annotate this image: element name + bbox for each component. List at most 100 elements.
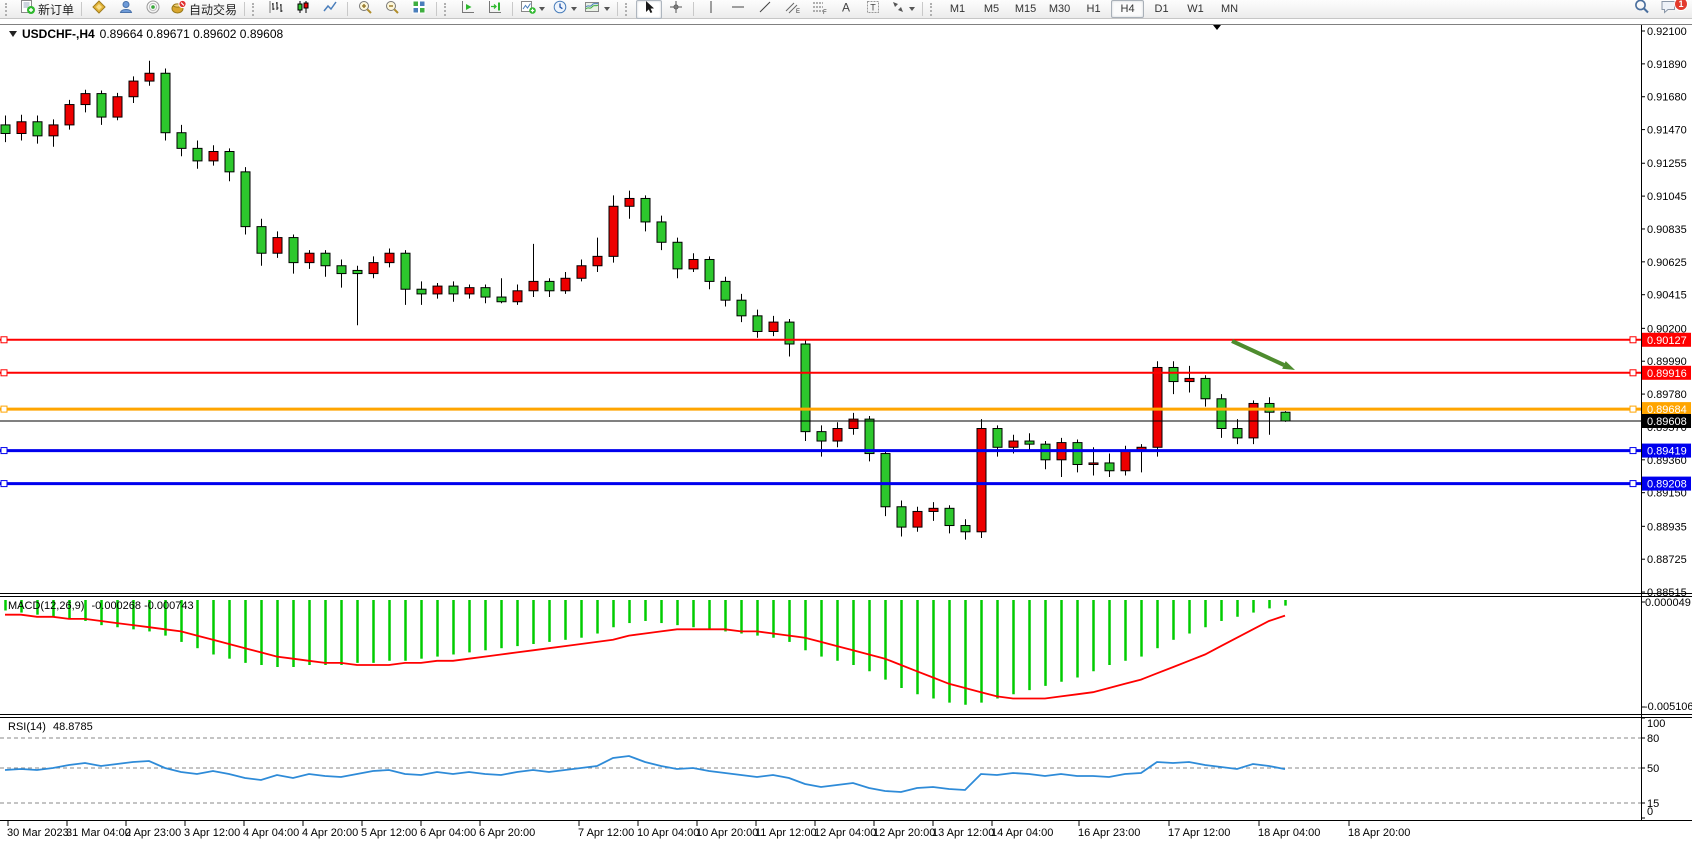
price-axis-tick-label: 0.90835 xyxy=(1647,224,1687,236)
chevron-down-icon xyxy=(604,7,611,11)
timeframe-button-m1[interactable]: M1 xyxy=(949,3,966,15)
timeframe-button-m30[interactable]: M30 xyxy=(1048,3,1071,15)
zoom-out-button[interactable] xyxy=(379,0,405,19)
cursor-tool-button[interactable] xyxy=(636,0,663,19)
chart-collapse-icon[interactable] xyxy=(9,31,17,37)
rsi-axis-label: 15 xyxy=(1647,798,1659,810)
trend-arrow-head[interactable] xyxy=(1282,361,1295,370)
toolbar-grip[interactable] xyxy=(625,2,632,16)
time-axis-label: 2 Apr 23:00 xyxy=(125,827,181,839)
search-icon xyxy=(1633,0,1651,20)
toolbar-grip[interactable] xyxy=(5,2,12,16)
candle-body xyxy=(368,262,379,275)
autotrade-button[interactable]: 自动交易 xyxy=(167,0,240,19)
trendline-tool-button[interactable] xyxy=(752,0,778,19)
arrows-tool-button[interactable] xyxy=(887,0,918,19)
timeframe-button-w1[interactable]: W1 xyxy=(1187,3,1204,15)
fibonacci-tool-button[interactable]: F xyxy=(806,0,832,19)
toolbar-grip[interactable] xyxy=(930,2,937,16)
signals-button[interactable] xyxy=(140,0,166,19)
line-left-handle[interactable] xyxy=(0,480,8,488)
chart-shift-marker[interactable] xyxy=(1213,25,1221,30)
chart-shift-button[interactable] xyxy=(482,0,508,19)
trend-arrow-annotation[interactable] xyxy=(1231,339,1285,367)
chevron-down-icon xyxy=(909,7,916,11)
line-left-handle[interactable] xyxy=(0,405,8,413)
line-left-handle[interactable] xyxy=(0,336,8,344)
rsi-axis-label: 100 xyxy=(1647,718,1665,730)
indicators-button[interactable] xyxy=(86,0,112,19)
price-marker-box xyxy=(1642,476,1691,491)
candle-body xyxy=(128,80,139,98)
trendline-icon xyxy=(757,0,773,20)
vertical-line-tool-button[interactable] xyxy=(698,0,724,19)
chart-title[interactable]: USDCHF-,H4 0.89664 0.89671 0.89602 0.896… xyxy=(9,27,283,41)
price-axis-tick-label: 0.91680 xyxy=(1647,92,1687,104)
timeframe-button-mn[interactable]: MN xyxy=(1220,3,1239,15)
horizontal-line-tool-button[interactable] xyxy=(725,0,751,19)
line-right-handle[interactable] xyxy=(1629,405,1637,413)
text-tool-button[interactable]: A xyxy=(833,0,859,19)
timeframe-button-d1[interactable]: D1 xyxy=(1154,3,1169,15)
tile-windows-button[interactable] xyxy=(406,0,432,19)
timeframe-button-h1[interactable]: H1 xyxy=(1086,3,1101,15)
line-right-handle[interactable] xyxy=(1629,447,1637,455)
chart-background[interactable] xyxy=(0,24,1692,841)
line-right-handle[interactable] xyxy=(1629,369,1637,377)
price-axis-tick-label: 0.88515 xyxy=(1647,587,1687,599)
candle-body xyxy=(864,418,875,455)
timeframe-button-m15[interactable]: M15 xyxy=(1014,3,1037,15)
toolbar-grip[interactable] xyxy=(252,2,259,16)
period-button[interactable] xyxy=(549,0,580,19)
candle-body xyxy=(592,255,603,267)
time-axis-label: 11 Apr 12:00 xyxy=(755,827,817,839)
price-axis-tick-label: 0.89150 xyxy=(1647,488,1687,500)
time-axis-label: 10 Apr 20:00 xyxy=(696,827,758,839)
line-left-handle[interactable] xyxy=(0,369,8,377)
zoom-in-button[interactable] xyxy=(352,0,378,19)
candle-chart-button[interactable] xyxy=(290,0,316,19)
line-right-handle[interactable] xyxy=(1629,480,1637,488)
candle-body xyxy=(1184,377,1195,383)
time-axis-label: 18 Apr 20:00 xyxy=(1348,827,1410,839)
rsi-axis-label: 50 xyxy=(1647,763,1659,775)
candle-body xyxy=(576,265,587,279)
vertical-line-icon xyxy=(703,0,719,20)
autoscroll-button[interactable] xyxy=(455,0,481,19)
price-axis-tick-label: 0.91470 xyxy=(1647,125,1687,137)
line-right-handle[interactable] xyxy=(1629,336,1637,344)
chat-button[interactable]: 1 xyxy=(1656,0,1688,19)
new-order-button[interactable]: 新订单 xyxy=(16,0,77,19)
candle-body xyxy=(320,252,331,267)
bar-chart-button[interactable] xyxy=(263,0,289,19)
candle-chart-icon xyxy=(295,0,311,20)
search-button[interactable] xyxy=(1629,0,1655,19)
candle-body xyxy=(816,431,827,442)
radar-icon xyxy=(145,0,161,20)
fibonacci-icon: F xyxy=(811,0,827,20)
label-tool-button[interactable]: T xyxy=(860,0,886,19)
candle-body xyxy=(96,93,107,118)
candle-body xyxy=(928,507,939,512)
timeframe-button-h4[interactable]: H4 xyxy=(1111,0,1145,18)
price-axis-tick-label: 0.88725 xyxy=(1647,554,1687,566)
candle-body xyxy=(800,343,811,433)
time-axis-label: 10 Apr 04:00 xyxy=(637,827,699,839)
timeframe-button-m5[interactable]: M5 xyxy=(983,3,1000,15)
new-chart-button[interactable] xyxy=(517,0,548,19)
line-chart-button[interactable] xyxy=(317,0,343,19)
timeframe-toolbar: M1 M5 M15 M30 H1 H4 D1 W1 MN xyxy=(941,0,1246,18)
svg-text:E: E xyxy=(796,9,800,15)
line-left-handle[interactable] xyxy=(0,447,8,455)
chart-symbol-period: USDCHF-,H4 xyxy=(22,27,95,41)
market-watch-button[interactable] xyxy=(113,0,139,19)
candle-body xyxy=(672,241,683,270)
channel-tool-button[interactable]: E xyxy=(779,0,805,19)
template-button[interactable] xyxy=(581,0,613,19)
candle-body xyxy=(272,237,283,254)
toolbar-grip[interactable] xyxy=(444,2,451,16)
crosshair-tool-button[interactable] xyxy=(663,0,689,19)
price-marker-label: 0.89419 xyxy=(1647,446,1687,458)
price-marker-box xyxy=(1642,413,1691,428)
